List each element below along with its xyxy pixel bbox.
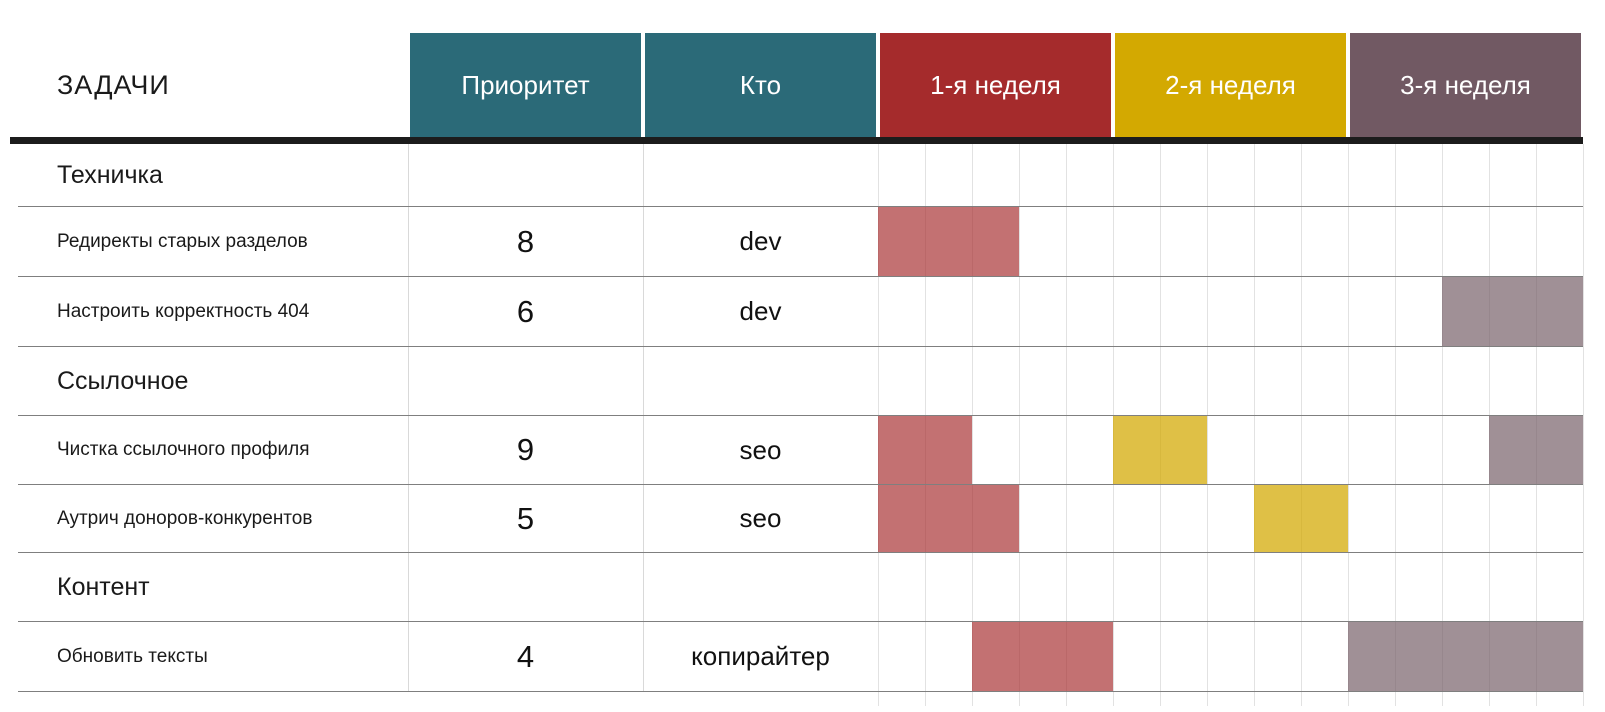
- gantt-bar-week1: [878, 416, 972, 484]
- column-header-priority-label: Приоритет: [461, 69, 590, 100]
- gantt-bar-week1: [878, 485, 1019, 552]
- day-grid-line: [1207, 144, 1208, 706]
- section-title: Техничка: [57, 160, 163, 189]
- who-column-line: [643, 144, 644, 692]
- gantt-bar-week1: [878, 207, 1019, 276]
- day-grid-line: [1066, 144, 1067, 706]
- gantt-bar-week1: [972, 622, 1113, 691]
- who-value: копирайтер: [691, 641, 830, 671]
- column-header-week2-label: 2-я неделя: [1165, 69, 1296, 100]
- task-name: Редиректы старых разделов: [57, 230, 308, 252]
- who-value: dev: [739, 296, 782, 326]
- priority-value: 8: [516, 223, 535, 259]
- column-header-week2: 2-я неделя: [1115, 33, 1346, 137]
- column-header-week3: 3-я неделя: [1350, 33, 1581, 137]
- column-header-who: Кто: [645, 33, 876, 137]
- priority-value: 5: [516, 500, 535, 536]
- column-header-week1: 1-я неделя: [880, 33, 1111, 137]
- section-title: Ссылочное: [57, 366, 189, 395]
- section-row: Ссылочное: [18, 347, 1583, 416]
- table-body: Техничка Редиректы старых разделов 8 dev Нас…: [18, 144, 1583, 692]
- day-grid-line: [972, 144, 973, 706]
- column-header-week3-label: 3-я неделя: [1400, 69, 1531, 100]
- gantt-bar-week3: [1348, 622, 1583, 691]
- task-row: Чистка ссылочного профиля 9 seo: [18, 416, 1583, 485]
- who-value: seo: [739, 434, 782, 465]
- header-divider-line: [10, 137, 1583, 144]
- tasks-column-header: ЗАДАЧИ: [57, 69, 170, 100]
- priority-value: 9: [516, 432, 535, 467]
- gantt-bar-week3: [1442, 277, 1583, 346]
- who-value: dev: [739, 226, 782, 256]
- day-grid-line: [1254, 144, 1255, 706]
- task-name: Настроить корректность 404: [57, 300, 310, 322]
- task-row: Редиректы старых разделов 8 dev: [18, 207, 1583, 277]
- task-name: Обновить тексты: [57, 645, 208, 667]
- day-grid-line: [1348, 144, 1349, 706]
- day-grid-line: [1442, 144, 1443, 706]
- gantt-bar-week3: [1489, 416, 1583, 484]
- day-grid-line: [1583, 144, 1584, 706]
- gantt-bar-week2: [1113, 416, 1207, 484]
- task-row: Настроить корректность 404 6 dev: [18, 277, 1583, 347]
- day-grid-line: [1395, 144, 1396, 706]
- column-header-week1-label: 1-я неделя: [930, 69, 1061, 100]
- task-row: Обновить тексты 4 копирайтер: [18, 622, 1583, 692]
- priority-value: 6: [516, 293, 535, 329]
- column-header-priority: Приоритет: [410, 33, 641, 137]
- day-grid-line: [1301, 144, 1302, 706]
- gantt-bar-week2: [1254, 485, 1348, 552]
- task-name: Чистка ссылочного профиля: [57, 439, 310, 460]
- section-title: Контент: [57, 572, 150, 601]
- column-header-who-label: Кто: [739, 69, 782, 100]
- who-value: seo: [739, 503, 782, 533]
- priority-value: 4: [516, 638, 535, 674]
- task-name: Аутрич доноров-конкурентов: [57, 507, 313, 529]
- section-row: Техничка: [18, 144, 1583, 207]
- task-row: Аутрич доноров-конкурентов 5 seo: [18, 485, 1583, 553]
- priority-column-line: [408, 144, 409, 692]
- day-grid-line: [1019, 144, 1020, 706]
- section-row: Контент: [18, 553, 1583, 622]
